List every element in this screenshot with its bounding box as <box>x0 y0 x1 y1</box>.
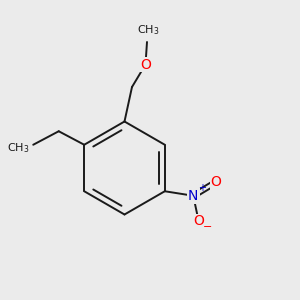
Text: O: O <box>193 214 204 228</box>
Text: CH$_3$: CH$_3$ <box>7 141 30 155</box>
Text: −: − <box>202 222 212 232</box>
Text: CH$_3$: CH$_3$ <box>137 23 159 37</box>
Text: N: N <box>188 189 199 203</box>
Text: O: O <box>140 58 151 71</box>
Text: O: O <box>210 175 221 189</box>
Text: +: + <box>198 183 206 193</box>
